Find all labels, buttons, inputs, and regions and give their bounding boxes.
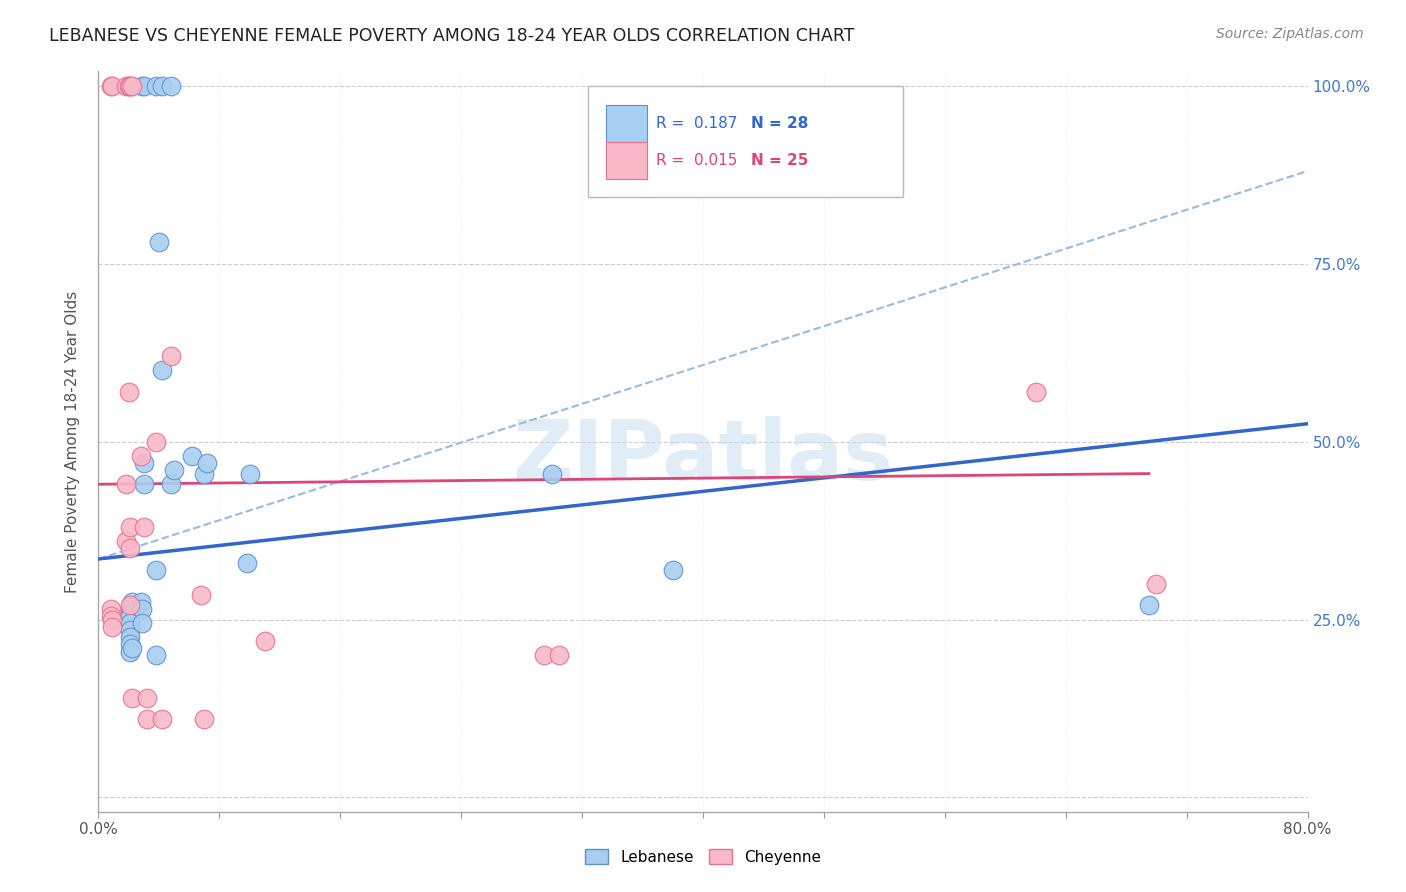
Point [160, 477, 183, 491]
Point [121, 595, 143, 609]
Point [540, 467, 562, 481]
Point [145, 78, 167, 93]
Point [132, 78, 155, 93]
Y-axis label: Female Poverty Among 18-24 Year Olds: Female Poverty Among 18-24 Year Olds [65, 291, 80, 592]
Point [100, 602, 122, 616]
Point [118, 384, 141, 399]
Point [100, 78, 122, 93]
Point [150, 78, 173, 93]
Point [145, 434, 167, 449]
Point [195, 456, 218, 470]
Point [145, 648, 167, 662]
Point [120, 78, 142, 93]
Point [120, 630, 142, 644]
Point [120, 541, 142, 556]
Point [239, 467, 262, 481]
Point [190, 588, 212, 602]
FancyBboxPatch shape [606, 104, 647, 142]
Legend: Lebanese, Cheyenne: Lebanese, Cheyenne [579, 843, 827, 871]
Text: LEBANESE VS CHEYENNE FEMALE POVERTY AMONG 18-24 YEAR OLDS CORRELATION CHART: LEBANESE VS CHEYENNE FEMALE POVERTY AMON… [49, 27, 855, 45]
FancyBboxPatch shape [606, 142, 647, 178]
Point [120, 637, 142, 651]
Point [1024, 384, 1046, 399]
Point [135, 712, 157, 726]
Point [548, 648, 571, 662]
Point [148, 235, 170, 250]
Point [120, 644, 142, 658]
Point [131, 602, 153, 616]
Point [114, 78, 136, 93]
Point [131, 616, 153, 631]
Point [120, 609, 142, 624]
Point [101, 620, 124, 634]
Point [120, 520, 142, 534]
Point [163, 463, 186, 477]
Point [120, 599, 142, 613]
Point [100, 609, 122, 624]
Point [193, 712, 215, 726]
Point [160, 349, 183, 363]
Point [101, 78, 124, 93]
Text: N = 25: N = 25 [751, 153, 808, 168]
Point [114, 534, 136, 549]
Point [121, 78, 143, 93]
Point [120, 623, 142, 637]
Point [533, 648, 555, 662]
Point [120, 616, 142, 631]
Point [150, 712, 173, 726]
Text: R =  0.015: R = 0.015 [655, 153, 737, 168]
Point [145, 563, 167, 577]
Point [193, 467, 215, 481]
Text: N = 28: N = 28 [751, 116, 808, 131]
Point [120, 78, 142, 93]
Point [135, 690, 157, 705]
Point [235, 556, 257, 570]
Point [132, 456, 155, 470]
Text: R =  0.187: R = 0.187 [655, 116, 737, 131]
Point [129, 449, 152, 463]
FancyBboxPatch shape [588, 87, 903, 197]
Point [118, 78, 141, 93]
Point [121, 640, 143, 655]
Point [132, 520, 155, 534]
Text: Source: ZipAtlas.com: Source: ZipAtlas.com [1216, 27, 1364, 41]
Point [253, 633, 276, 648]
Point [132, 477, 155, 491]
Point [101, 613, 124, 627]
Point [181, 449, 204, 463]
Point [1144, 577, 1167, 591]
Point [661, 563, 683, 577]
Point [150, 363, 173, 377]
Point [160, 78, 183, 93]
Text: ZIPatlas: ZIPatlas [513, 416, 893, 497]
Point [129, 595, 152, 609]
Point [120, 602, 142, 616]
Point [131, 78, 153, 93]
Point [121, 690, 143, 705]
Point [114, 477, 136, 491]
Point [1137, 599, 1160, 613]
